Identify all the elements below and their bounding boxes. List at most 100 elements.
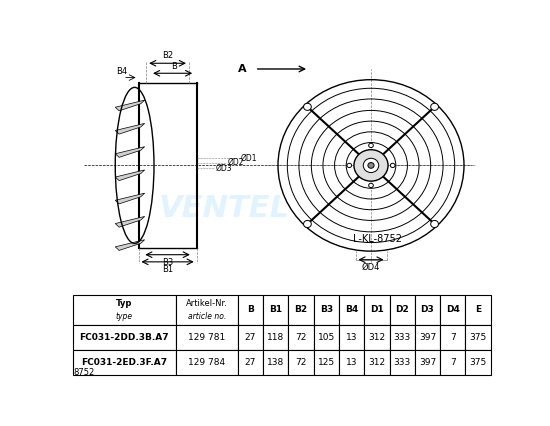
Bar	[175, 295, 238, 325]
Bar	[389, 350, 415, 374]
Bar	[465, 295, 491, 325]
Bar	[415, 295, 440, 325]
Text: B3: B3	[320, 305, 333, 314]
Text: B: B	[171, 62, 177, 71]
Text: Typ: Typ	[116, 299, 133, 308]
Text: L-KL-8752: L-KL-8752	[353, 234, 402, 244]
Text: 397: 397	[419, 333, 436, 342]
Bar	[263, 350, 288, 374]
Bar	[389, 295, 415, 325]
Bar	[415, 325, 440, 350]
Text: 72: 72	[295, 333, 307, 342]
Bar	[263, 295, 288, 325]
Text: 27: 27	[245, 357, 256, 366]
Circle shape	[368, 163, 374, 168]
Text: Artikel-Nr.: Artikel-Nr.	[186, 299, 228, 308]
Text: 7: 7	[450, 333, 455, 342]
Bar	[73, 295, 175, 325]
Polygon shape	[116, 240, 145, 250]
Circle shape	[368, 143, 373, 147]
Text: FC031-2DD.3B.A7: FC031-2DD.3B.A7	[80, 333, 169, 342]
Text: VENTEL: VENTEL	[158, 194, 289, 223]
Text: B1: B1	[269, 305, 282, 314]
Text: B: B	[247, 305, 254, 314]
Text: B2: B2	[162, 52, 173, 60]
Circle shape	[304, 103, 311, 110]
Text: 129 781: 129 781	[188, 333, 226, 342]
Bar	[364, 350, 389, 374]
Text: E: E	[475, 305, 481, 314]
Text: article no.: article no.	[188, 312, 226, 321]
Text: 105: 105	[318, 333, 335, 342]
Text: ØD3: ØD3	[215, 164, 232, 173]
Circle shape	[304, 220, 311, 227]
Circle shape	[347, 163, 351, 167]
Bar	[465, 325, 491, 350]
Text: D3: D3	[421, 305, 434, 314]
Bar	[339, 295, 364, 325]
Text: FC031-2ED.3F.A7: FC031-2ED.3F.A7	[81, 357, 167, 366]
Bar	[440, 350, 465, 374]
Text: 397: 397	[419, 357, 436, 366]
Bar	[415, 350, 440, 374]
Text: 375: 375	[470, 333, 487, 342]
Text: B3: B3	[162, 258, 173, 267]
Text: 129 784: 129 784	[188, 357, 226, 366]
Text: 333: 333	[394, 357, 411, 366]
Bar	[314, 295, 339, 325]
Text: 333: 333	[394, 333, 411, 342]
Circle shape	[368, 183, 373, 187]
Bar	[238, 325, 263, 350]
Polygon shape	[116, 100, 145, 111]
Polygon shape	[116, 170, 145, 181]
Bar	[238, 350, 263, 374]
Bar	[440, 295, 465, 325]
Bar	[364, 325, 389, 350]
Bar	[339, 325, 364, 350]
Bar	[73, 325, 175, 350]
Bar	[440, 325, 465, 350]
Text: 125: 125	[318, 357, 335, 366]
Text: 13: 13	[346, 333, 358, 342]
Bar	[175, 350, 238, 374]
Text: B2: B2	[294, 305, 307, 314]
Text: B4: B4	[345, 305, 358, 314]
Bar	[288, 295, 313, 325]
Text: ØD2: ØD2	[228, 158, 244, 167]
Text: 7: 7	[450, 357, 455, 366]
Circle shape	[363, 158, 379, 173]
Circle shape	[431, 103, 438, 110]
Polygon shape	[116, 193, 145, 204]
Circle shape	[431, 220, 438, 227]
Text: 312: 312	[368, 333, 386, 342]
Text: 27: 27	[245, 333, 256, 342]
Text: D2: D2	[395, 305, 409, 314]
Bar	[238, 295, 263, 325]
Text: 13: 13	[346, 357, 358, 366]
Polygon shape	[116, 147, 145, 157]
Bar	[465, 350, 491, 374]
Text: 72: 72	[295, 357, 307, 366]
Text: B1: B1	[162, 265, 173, 273]
Bar	[175, 325, 238, 350]
Bar	[339, 350, 364, 374]
Polygon shape	[116, 216, 145, 227]
Text: 312: 312	[368, 357, 386, 366]
Text: ØD1: ØD1	[241, 154, 257, 163]
Text: 118: 118	[267, 333, 284, 342]
Bar	[263, 325, 288, 350]
Text: 8752: 8752	[73, 368, 94, 377]
Bar	[389, 325, 415, 350]
Text: type: type	[116, 312, 133, 321]
Circle shape	[390, 163, 395, 167]
Bar	[288, 325, 313, 350]
Bar	[73, 350, 175, 374]
Text: 138: 138	[267, 357, 284, 366]
Bar	[288, 350, 313, 374]
Polygon shape	[116, 124, 145, 134]
Text: ØD4: ØD4	[362, 262, 380, 271]
Text: D4: D4	[446, 305, 460, 314]
Bar	[314, 325, 339, 350]
Text: A: A	[238, 64, 247, 74]
Circle shape	[354, 150, 388, 181]
